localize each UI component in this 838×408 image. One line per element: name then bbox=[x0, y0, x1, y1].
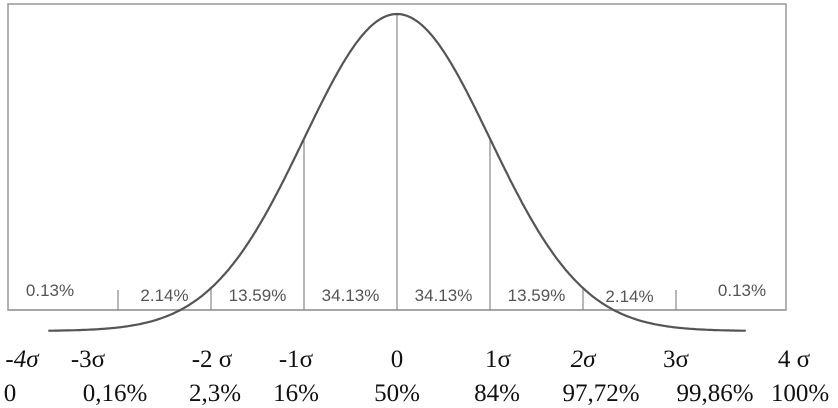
region-percent-label: 2.14% bbox=[605, 287, 653, 306]
sigma-label: 0 bbox=[391, 346, 404, 373]
region-percent-label: 2.14% bbox=[140, 286, 188, 305]
cumulative-percent-label: 0 bbox=[4, 380, 17, 407]
sigma-label: 3σ bbox=[663, 346, 690, 373]
region-percent-label: 34.13% bbox=[415, 286, 473, 305]
sigma-label: -1σ bbox=[279, 346, 314, 373]
sigma-label: -4σ bbox=[5, 346, 40, 373]
sigma-label: 2σ bbox=[571, 346, 598, 373]
region-percent-label: 13.59% bbox=[508, 286, 566, 305]
cumulative-percent-label: 100% bbox=[771, 380, 829, 407]
cumulative-percent-label: 84% bbox=[474, 380, 520, 407]
region-percent-label: 13.59% bbox=[229, 286, 287, 305]
bell-curve bbox=[48, 12, 746, 332]
region-percent-label: 0.13% bbox=[718, 281, 766, 300]
sigma-label: -2 σ bbox=[192, 346, 233, 373]
region-percent-label: 34.13% bbox=[322, 286, 380, 305]
sigma-label: 4 σ bbox=[778, 346, 811, 373]
cumulative-percent-label: 99,86% bbox=[676, 380, 753, 407]
cumulative-percent-label: 2,3% bbox=[189, 380, 241, 407]
cumulative-percent-label: 16% bbox=[273, 380, 319, 407]
sigma-label: -3σ bbox=[71, 346, 106, 373]
cumulative-percent-label: 50% bbox=[374, 380, 420, 407]
cumulative-percent-label: 0,16% bbox=[83, 380, 148, 407]
sigma-label: 1σ bbox=[485, 346, 512, 373]
region-percent-label: 0.13% bbox=[26, 281, 74, 300]
cumulative-percent-label: 97,72% bbox=[562, 380, 639, 407]
